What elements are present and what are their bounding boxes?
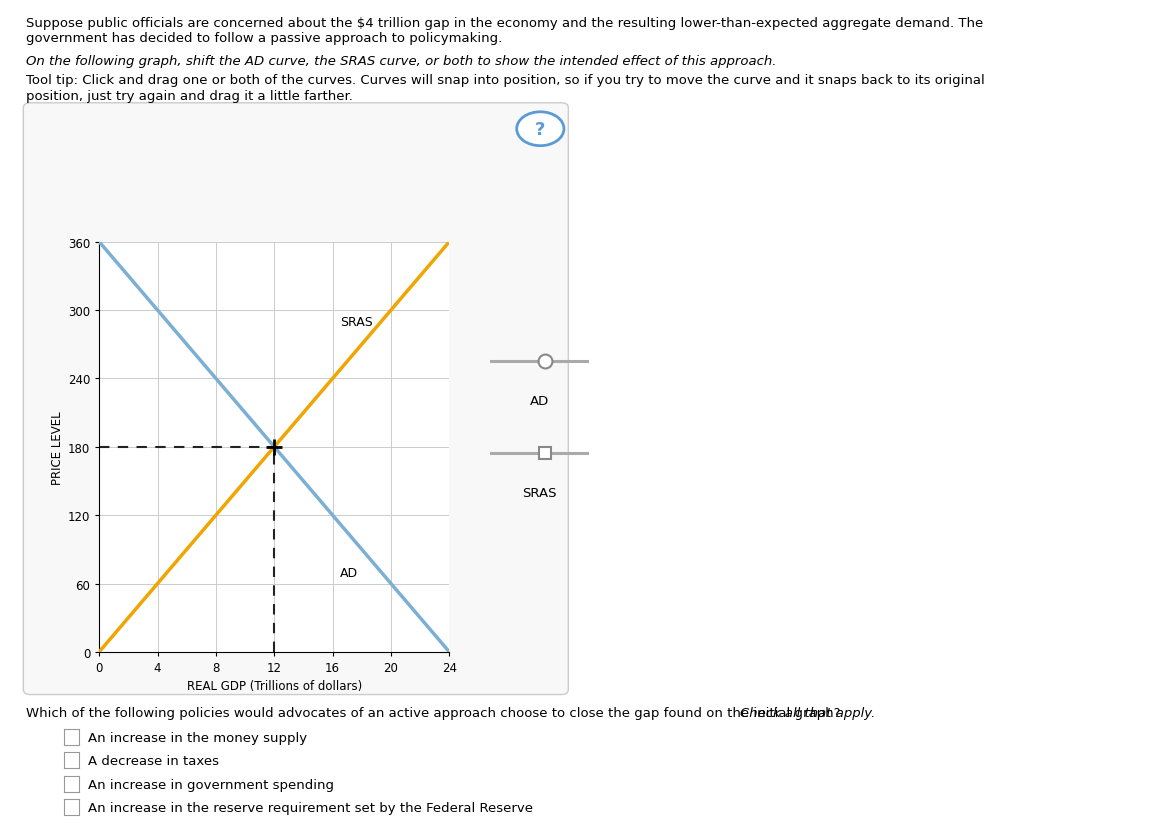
Text: Tool tip: Click and drag one or both of the curves. Curves will snap into positi: Tool tip: Click and drag one or both of … [26,74,985,87]
Text: AD: AD [340,566,358,579]
Text: A decrease in taxes: A decrease in taxes [88,754,218,767]
Text: AD: AD [530,395,550,407]
Text: SRAS: SRAS [340,316,372,329]
Text: SRAS: SRAS [523,487,557,500]
Text: Which of the following policies would advocates of an active approach choose to : Which of the following policies would ad… [26,706,845,720]
Text: An increase in government spending: An increase in government spending [88,777,334,791]
Y-axis label: PRICE LEVEL: PRICE LEVEL [50,410,64,484]
Text: position, just try again and drag it a little farther.: position, just try again and drag it a l… [26,89,352,103]
Text: Suppose public officials are concerned about the $4 trillion gap in the economy : Suppose public officials are concerned a… [26,17,983,30]
Text: ?: ? [536,121,545,140]
Text: An increase in the reserve requirement set by the Federal Reserve: An increase in the reserve requirement s… [88,801,532,814]
Text: Check all that apply.: Check all that apply. [740,706,875,720]
Text: government has decided to follow a passive approach to policymaking.: government has decided to follow a passi… [26,32,502,45]
Text: On the following graph, shift the AD curve, the SRAS curve, or both to show the : On the following graph, shift the AD cur… [26,55,776,69]
X-axis label: REAL GDP (Trillions of dollars): REAL GDP (Trillions of dollars) [187,680,362,692]
Text: An increase in the money supply: An increase in the money supply [88,731,307,744]
Circle shape [517,113,564,146]
